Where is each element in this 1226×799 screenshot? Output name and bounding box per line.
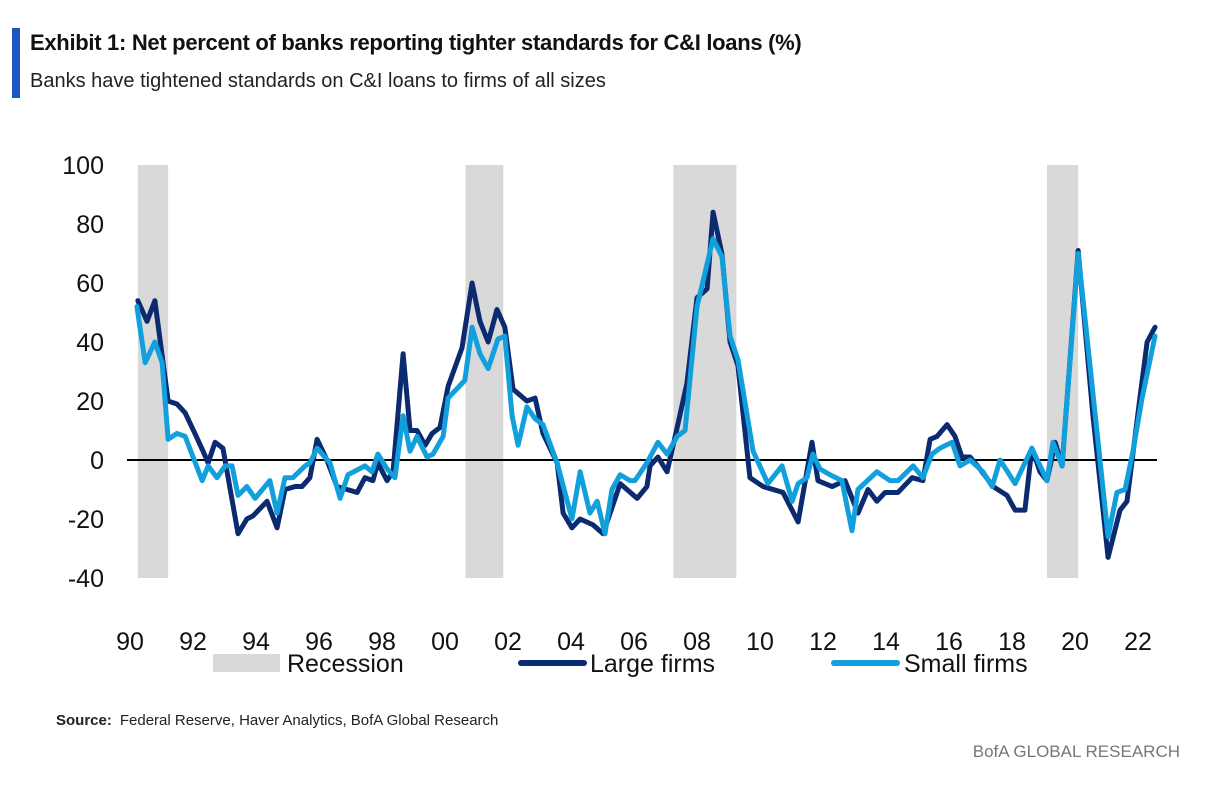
y-tick-label: -20: [68, 506, 104, 534]
legend-small-label: Small firms: [904, 650, 1028, 678]
series-line-small-firms: [134, 236, 1158, 540]
legend-recession-swatch: [213, 654, 280, 672]
x-tick-label: 96: [305, 628, 333, 656]
recession-band: [1046, 165, 1079, 578]
x-tick-label: 14: [872, 628, 900, 656]
legend-recession-label: Recession: [287, 650, 404, 678]
recession-band: [465, 165, 504, 578]
x-tick-label: 06: [620, 628, 648, 656]
y-tick-label: -40: [68, 565, 104, 593]
x-tick-label: 20: [1061, 628, 1089, 656]
y-tick-label: 0: [90, 447, 104, 475]
chart-subtitle: Banks have tightened standards on C&I lo…: [30, 70, 606, 92]
x-tick-label: 22: [1124, 628, 1152, 656]
y-tick-label: 60: [76, 270, 104, 298]
legend: Recession Large firms Small firms: [213, 650, 1028, 678]
series-line-large-firms: [135, 209, 1158, 560]
chart-title: Exhibit 1: Net percent of banks reportin…: [30, 30, 802, 55]
y-axis-ticks: -40 -20 0 20 40 60 80 100: [62, 152, 104, 593]
source-text: Federal Reserve, Haver Analytics, BofA G…: [119, 712, 499, 729]
x-tick-label: 04: [557, 628, 585, 656]
x-tick-label: 16: [935, 628, 963, 656]
y-tick-label: 80: [76, 211, 104, 239]
x-tick-label: 12: [809, 628, 837, 656]
x-tick-label: 00: [431, 628, 459, 656]
x-tick-label: 98: [368, 628, 396, 656]
x-tick-label: 92: [179, 628, 207, 656]
recession-band: [673, 165, 737, 578]
y-tick-label: 40: [76, 329, 104, 357]
y-tick-label: 20: [76, 388, 104, 416]
x-tick-label: 08: [683, 628, 711, 656]
recession-shading: [137, 165, 1079, 578]
source-note: Source: Federal Reserve, Haver Analytics,…: [56, 712, 498, 729]
x-tick-label: 02: [494, 628, 522, 656]
y-tick-label: 100: [62, 152, 104, 180]
source-label: Source:: [56, 712, 112, 729]
brand-logo-text: BofA GLOBAL RESEARCH: [972, 742, 1180, 761]
series-lines: [134, 209, 1158, 560]
x-tick-label: 90: [116, 628, 144, 656]
x-tick-label: 10: [746, 628, 774, 656]
x-tick-label: 18: [998, 628, 1026, 656]
x-axis-ticks: 90 92 94 96 98 00 02 04 06 08 10 12 14 16 18 20 22: [116, 628, 1152, 656]
accent-bar: [12, 28, 20, 98]
x-tick-label: 94: [242, 628, 270, 656]
legend-large-label: Large firms: [590, 650, 715, 678]
